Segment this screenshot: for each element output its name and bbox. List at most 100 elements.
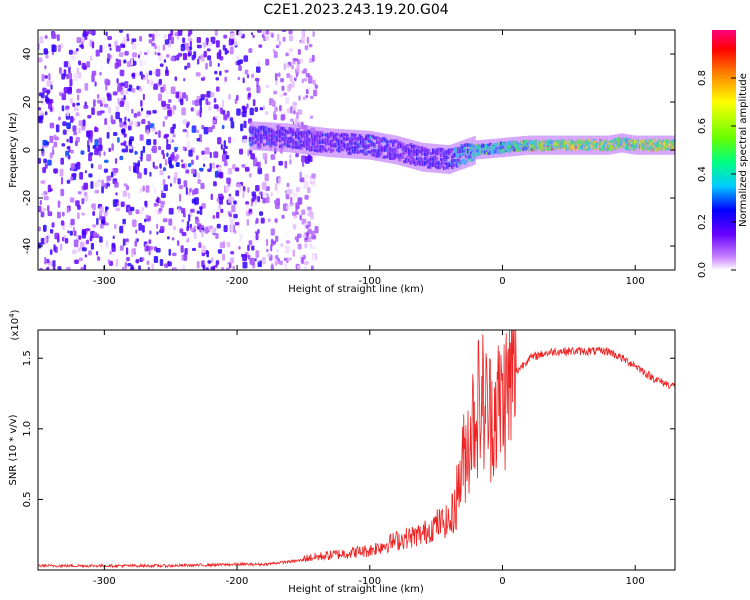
- heatmap-cell: [305, 88, 309, 95]
- heatmap-cell: [64, 238, 69, 244]
- heatmap-cell: [284, 263, 288, 270]
- heatmap-cell: [83, 104, 89, 109]
- heatmap-cell: [435, 144, 438, 173]
- heatmap-cell: [328, 128, 331, 158]
- heatmap-cell: [247, 149, 250, 157]
- heatmap-cell: [73, 92, 77, 96]
- heatmap-cell: [294, 117, 298, 125]
- heatmap-cell: [200, 77, 205, 81]
- heatmap-cell: [131, 73, 136, 78]
- heatmap-cell: [226, 263, 229, 269]
- heatmap-cell: [168, 218, 173, 226]
- heatmap-cell: [650, 135, 653, 155]
- heatmap-cell: [69, 78, 73, 87]
- heatmap-cell: [250, 257, 255, 266]
- heatmap-cell: [518, 136, 521, 156]
- heatmap-cell: [496, 138, 499, 158]
- heatmap-cell: [177, 240, 180, 246]
- heatmap-cell: [246, 218, 250, 226]
- heatmap-cell: [61, 105, 65, 112]
- heatmap-cell: [85, 239, 89, 245]
- heatmap-cell: [302, 233, 307, 239]
- heatmap-cell: [112, 131, 118, 136]
- heatmap-cell: [124, 116, 127, 122]
- heatmap-cell: [445, 144, 448, 174]
- heatmap-cell: [440, 144, 443, 174]
- heatmap-cell: [187, 32, 191, 37]
- heatmap-cell: [95, 146, 98, 152]
- heatmap-cell: [48, 73, 51, 81]
- heatmap-cell: [210, 266, 216, 270]
- heatmap-cell: [262, 105, 266, 111]
- heatmap-cell: [386, 133, 389, 163]
- heatmap-cell: [156, 223, 159, 229]
- heatmap-cell: [99, 206, 104, 213]
- heatmap-cell: [309, 126, 312, 155]
- heatmap-cell: [419, 142, 422, 172]
- heatmap-cell: [124, 50, 129, 56]
- heatmap-cell: [352, 129, 355, 159]
- heatmap-cell: [66, 73, 69, 80]
- heatmap-cell: [110, 115, 113, 123]
- heatmap-cell: [210, 92, 215, 98]
- heatmap-cell: [45, 54, 49, 59]
- heatmap-cell: [222, 109, 226, 116]
- heatmap-cell: [280, 243, 284, 248]
- heatmap-cell: [561, 135, 564, 155]
- heatmap-cell: [105, 240, 109, 248]
- heatmap-cell: [272, 100, 276, 108]
- heatmap-cell: [185, 235, 188, 242]
- heatmap-cell: [248, 48, 253, 54]
- heatmap-cell: [270, 228, 275, 236]
- heatmap-cell: [164, 263, 169, 268]
- heatmap-cell: [217, 137, 222, 145]
- heatmap-cell: [306, 206, 312, 211]
- heatmap-cell: [58, 67, 61, 73]
- heatmap-cell: [182, 37, 186, 43]
- heatmap-cell: [185, 169, 190, 174]
- heatmap-cell: [491, 138, 494, 159]
- heatmap-cell: [66, 138, 69, 143]
- x-tick-label: 100: [626, 276, 645, 287]
- heatmap-cell: [288, 30, 293, 35]
- heatmap-cell: [52, 90, 57, 98]
- heatmap-cell: [499, 138, 502, 158]
- heatmap-cell: [289, 123, 292, 153]
- heatmap-cell: [42, 139, 48, 146]
- heatmap-cell: [370, 131, 373, 160]
- heatmap-cell: [123, 133, 127, 138]
- heatmap-cell: [257, 196, 261, 203]
- heatmap-cell: [238, 30, 243, 37]
- heatmap-cell: [213, 151, 219, 158]
- heatmap-cell: [125, 145, 129, 153]
- heatmap-cell: [51, 31, 56, 40]
- heatmap-cell: [671, 135, 674, 155]
- heatmap-cell: [225, 154, 230, 160]
- heatmap-cell: [282, 203, 288, 211]
- heatmap-cell: [101, 185, 104, 194]
- y-tick-label: 0.5: [22, 491, 33, 507]
- heatmap-cell: [138, 222, 143, 231]
- heatmap-cell: [188, 46, 193, 51]
- heatmap-cell: [215, 86, 220, 92]
- heatmap-cell: [304, 194, 309, 200]
- heatmap-cell: [77, 71, 82, 79]
- heatmap-cell: [155, 68, 161, 77]
- heatmap-cell: [187, 247, 190, 251]
- heatmap-cell: [108, 147, 111, 153]
- heatmap-cell: [408, 139, 411, 168]
- heatmap-cell: [145, 200, 148, 208]
- heatmap-cell: [289, 74, 293, 82]
- heatmap-cell: [524, 135, 527, 156]
- heatmap-cell: [303, 68, 307, 74]
- heatmap-cell: [119, 30, 123, 33]
- heatmap-cell: [539, 135, 542, 155]
- heatmap-cell: [115, 111, 120, 120]
- heatmap-cell: [333, 128, 336, 158]
- heatmap-cell: [135, 209, 140, 215]
- heatmap-cell: [146, 129, 150, 135]
- heatmap-cell: [266, 238, 269, 247]
- heatmap-cell: [200, 182, 205, 190]
- heatmap-cell: [286, 64, 291, 69]
- heatmap-cell: [261, 182, 267, 190]
